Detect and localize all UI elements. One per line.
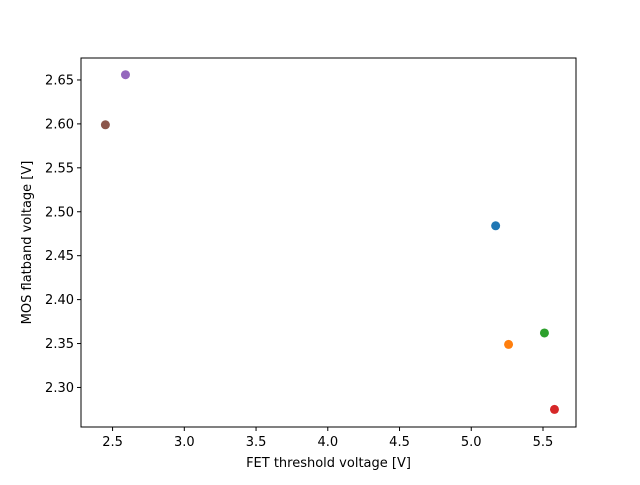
y-tick-label: 2.40: [45, 293, 74, 308]
y-tick-label: 2.55: [45, 161, 74, 176]
x-tick-label: 4.5: [389, 435, 410, 450]
scatter-point-5: [120, 70, 130, 80]
x-tick-label: 4.0: [317, 435, 338, 450]
y-tick-label: 2.65: [45, 73, 74, 88]
x-axis-ticks: 2.5 3.0 3.5 4.0 4.5 5.0 5.5: [102, 427, 553, 450]
y-axis-label: MOS flatband voltage [V]: [20, 161, 35, 325]
y-axis-ticks: 2.30 2.35 2.40 2.45 2.50 2.55 2.60 2.65: [45, 73, 81, 396]
scatter-point-1: [491, 221, 501, 231]
y-tick-label: 2.35: [45, 337, 74, 352]
points-layer: [100, 70, 559, 414]
plot-frame: [80, 57, 577, 428]
x-tick-label: 5.5: [533, 435, 554, 450]
scatter-point-3: [539, 328, 549, 338]
y-tick-label: 2.50: [45, 205, 74, 220]
scatter-point-2: [504, 339, 514, 349]
x-tick-label: 3.0: [174, 435, 195, 450]
x-tick-label: 2.5: [102, 435, 123, 450]
scatter-point-6: [100, 120, 110, 130]
y-tick-label: 2.30: [45, 381, 74, 396]
x-tick-label: 5.0: [461, 435, 482, 450]
y-tick-label: 2.45: [45, 249, 74, 264]
y-tick-label: 2.60: [45, 117, 74, 132]
x-tick-label: 3.5: [246, 435, 267, 450]
scatter-point-4: [549, 404, 559, 414]
x-axis-label: FET threshold voltage [V]: [246, 456, 411, 471]
